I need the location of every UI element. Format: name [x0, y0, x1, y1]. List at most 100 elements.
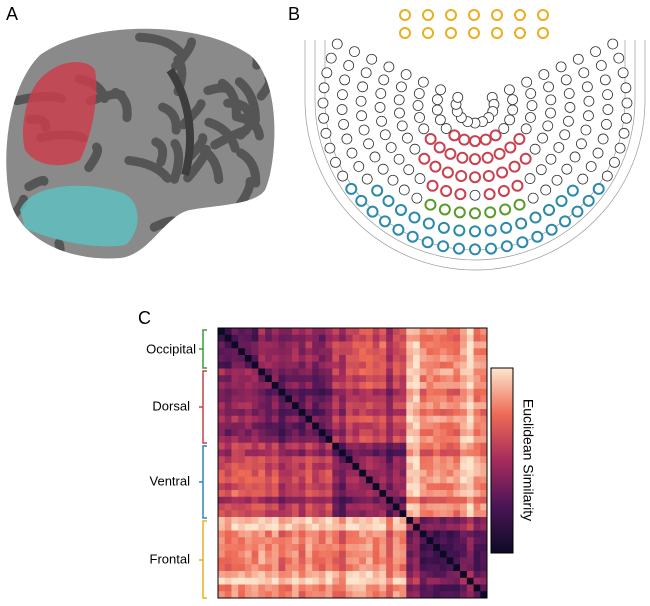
matrix-cell — [426, 523, 434, 531]
matrix-cell — [433, 355, 441, 363]
matrix-cell — [399, 476, 407, 484]
matrix-cell — [365, 395, 373, 403]
matrix-cell — [466, 550, 474, 558]
matrix-cell — [318, 496, 326, 504]
electrode — [620, 112, 632, 124]
matrix-cell — [224, 550, 232, 558]
matrix-cell — [218, 409, 226, 417]
electrode — [507, 94, 518, 106]
electrode — [526, 100, 538, 111]
matrix-cell — [271, 510, 279, 518]
matrix-cell — [480, 537, 488, 545]
matrix-cell — [339, 503, 347, 511]
matrix-cell — [218, 382, 226, 390]
matrix-cell — [372, 415, 380, 423]
matrix-cell — [318, 395, 326, 403]
sulcus — [234, 113, 264, 141]
matrix-cell — [473, 415, 481, 423]
matrix-cell — [285, 436, 293, 444]
matrix-cell — [419, 571, 427, 579]
matrix-cell — [386, 395, 394, 403]
matrix-cell — [251, 429, 259, 437]
matrix-cell — [446, 483, 454, 491]
matrix-cell — [278, 442, 286, 450]
matrix-cell — [265, 510, 273, 518]
matrix-cell — [318, 591, 326, 599]
matrix-cell — [386, 429, 394, 437]
matrix-cell — [258, 442, 266, 450]
matrix-cell — [453, 557, 461, 565]
matrix-cell — [238, 442, 246, 450]
matrix-cell — [453, 375, 461, 383]
electrode — [375, 88, 387, 99]
matrix-cell — [406, 550, 414, 558]
matrix-cell — [339, 355, 347, 363]
matrix-cell — [325, 564, 333, 572]
matrix-cell — [419, 496, 427, 504]
matrix-cell — [359, 436, 367, 444]
matrix-cell — [460, 503, 468, 511]
matrix-cell — [419, 523, 427, 531]
matrix-cell — [332, 523, 340, 531]
matrix-cell — [251, 503, 259, 511]
matrix-cell — [278, 436, 286, 444]
matrix-cell — [379, 402, 387, 410]
matrix-cell — [473, 355, 481, 363]
matrix-cell — [399, 510, 407, 518]
matrix-cell — [399, 503, 407, 511]
matrix-cell — [271, 422, 279, 430]
matrix-cell — [325, 402, 333, 410]
similarity-matrix — [218, 328, 488, 599]
matrix-cell — [271, 388, 279, 396]
matrix-cell — [305, 557, 313, 565]
matrix-cell — [318, 530, 326, 538]
matrix-cell — [298, 422, 306, 430]
matrix-cell — [339, 348, 347, 356]
matrix-cell — [218, 341, 226, 349]
matrix-cell — [419, 463, 427, 471]
matrix-cell — [325, 517, 333, 525]
matrix-cell — [265, 415, 273, 423]
electrode — [396, 81, 407, 93]
matrix-cell — [339, 415, 347, 423]
matrix-cell — [345, 422, 353, 430]
matrix-cell — [426, 490, 434, 498]
electrode — [394, 203, 407, 216]
matrix-cell — [453, 368, 461, 376]
matrix-cell — [339, 483, 347, 491]
electrode — [599, 74, 611, 86]
electrode — [469, 171, 481, 184]
matrix-cell — [251, 355, 259, 363]
matrix-cell — [406, 422, 414, 430]
matrix-cell — [365, 368, 373, 376]
matrix-cell — [325, 442, 333, 450]
matrix-cell — [372, 395, 380, 403]
matrix-cell — [285, 577, 293, 585]
matrix-cell — [372, 375, 380, 383]
matrix-cell — [332, 557, 340, 565]
matrix-cell — [305, 483, 313, 491]
matrix-cell — [231, 395, 239, 403]
matrix-cell — [439, 415, 447, 423]
matrix-cell — [419, 564, 427, 572]
matrix-cell — [433, 341, 441, 349]
matrix-cell — [325, 348, 333, 356]
matrix-cell — [231, 334, 239, 342]
matrix-cell — [251, 557, 259, 565]
matrix-cell — [218, 490, 226, 498]
matrix-cell — [460, 388, 468, 396]
matrix-cell — [244, 510, 252, 518]
matrix-cell — [312, 388, 320, 396]
matrix-cell — [345, 564, 353, 572]
matrix-cell — [453, 490, 461, 498]
matrix-cell — [433, 584, 441, 592]
matrix-cell — [460, 463, 468, 471]
matrix-cell — [244, 361, 252, 369]
matrix-cell — [332, 591, 340, 599]
matrix-cell — [298, 469, 306, 477]
matrix-cell — [406, 402, 414, 410]
matrix-cell — [372, 537, 380, 545]
matrix-cell — [251, 476, 259, 484]
electrode — [469, 207, 481, 220]
matrix-cell — [439, 591, 447, 599]
